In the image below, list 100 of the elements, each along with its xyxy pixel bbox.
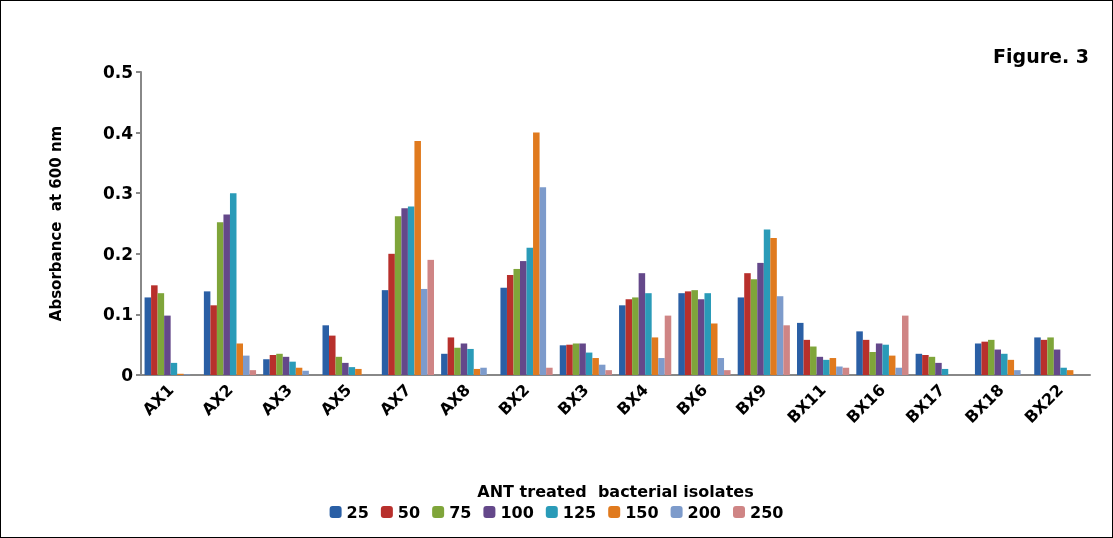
bar [1007, 359, 1015, 375]
bar [645, 293, 652, 375]
bar [928, 356, 936, 375]
y-tick-label: 0.5 [102, 62, 133, 82]
bar [203, 291, 211, 375]
bar [500, 287, 507, 375]
bar [619, 305, 626, 375]
bar [210, 305, 217, 375]
bar [216, 222, 224, 375]
bar [869, 351, 876, 375]
bar [348, 367, 356, 375]
bar [1060, 367, 1067, 375]
bar [810, 346, 817, 375]
bar [229, 193, 237, 375]
bar [987, 339, 995, 375]
bar [546, 367, 553, 375]
bar [473, 368, 481, 375]
bar [164, 315, 171, 375]
bar [651, 337, 659, 375]
bar [585, 352, 593, 375]
bar [355, 368, 362, 375]
bar [414, 141, 421, 375]
bar [724, 370, 731, 375]
bar [901, 315, 909, 375]
bar [697, 299, 705, 375]
bar [427, 259, 434, 375]
bar [335, 356, 343, 375]
bar [776, 296, 784, 375]
legend-label: 75 [449, 502, 472, 522]
bar [249, 370, 257, 375]
bar [856, 331, 863, 375]
bar [1040, 339, 1048, 375]
bar [678, 293, 685, 375]
bar [941, 368, 949, 375]
bar [243, 355, 250, 375]
bar [684, 291, 692, 375]
legend-label: 25 [346, 502, 369, 522]
bar [579, 343, 586, 375]
bar [282, 356, 290, 375]
bar [1034, 337, 1041, 375]
bar [460, 343, 468, 375]
legend-label: 125 [562, 502, 597, 522]
bar [520, 261, 527, 375]
bar [915, 353, 923, 375]
bar [763, 229, 771, 375]
bar [394, 216, 402, 375]
bar [974, 343, 982, 375]
bar [829, 358, 837, 375]
bar [935, 362, 942, 375]
y-tick-label: 0 [121, 365, 134, 385]
bar [823, 359, 830, 375]
bar [144, 297, 152, 375]
bar [770, 238, 777, 375]
y-tick-label: 0.1 [102, 304, 133, 325]
bar [836, 366, 843, 375]
bar [322, 325, 330, 375]
legend-label: 200 [687, 502, 721, 522]
bar [276, 353, 283, 375]
bar [704, 293, 711, 375]
bar [236, 343, 244, 375]
bar [592, 358, 599, 375]
legend-label: 50 [397, 502, 421, 522]
x-axis-title: ANT treated bacterial isolates [477, 481, 754, 501]
bar [388, 253, 395, 375]
bar [1014, 370, 1021, 375]
bar [1053, 349, 1061, 375]
bar [526, 247, 534, 375]
bar [875, 343, 883, 375]
bar [638, 273, 646, 375]
bar [981, 341, 988, 375]
bar [513, 268, 521, 375]
bar [803, 339, 811, 375]
bar [744, 273, 751, 375]
bar [895, 367, 902, 375]
bar [269, 355, 277, 375]
bar [750, 279, 758, 375]
bar [539, 187, 547, 375]
bar [816, 356, 824, 375]
bar [329, 335, 336, 375]
bar [632, 297, 639, 375]
bar [441, 353, 448, 375]
bar [566, 344, 573, 375]
bar [625, 299, 633, 375]
bar [1001, 353, 1008, 375]
legend-label: 100 [500, 502, 534, 522]
bar [598, 364, 606, 375]
bar [994, 349, 1002, 375]
bar [420, 288, 428, 375]
bar [710, 323, 718, 375]
bar [922, 355, 929, 375]
bar [157, 293, 165, 375]
bar [717, 358, 725, 375]
bar [882, 344, 889, 375]
legend-label: 250 [750, 502, 784, 522]
bar [151, 285, 158, 375]
bar [480, 367, 487, 375]
bar [454, 347, 461, 375]
bar [407, 206, 415, 375]
y-tick-label: 0.4 [102, 122, 134, 143]
bar [559, 345, 567, 375]
